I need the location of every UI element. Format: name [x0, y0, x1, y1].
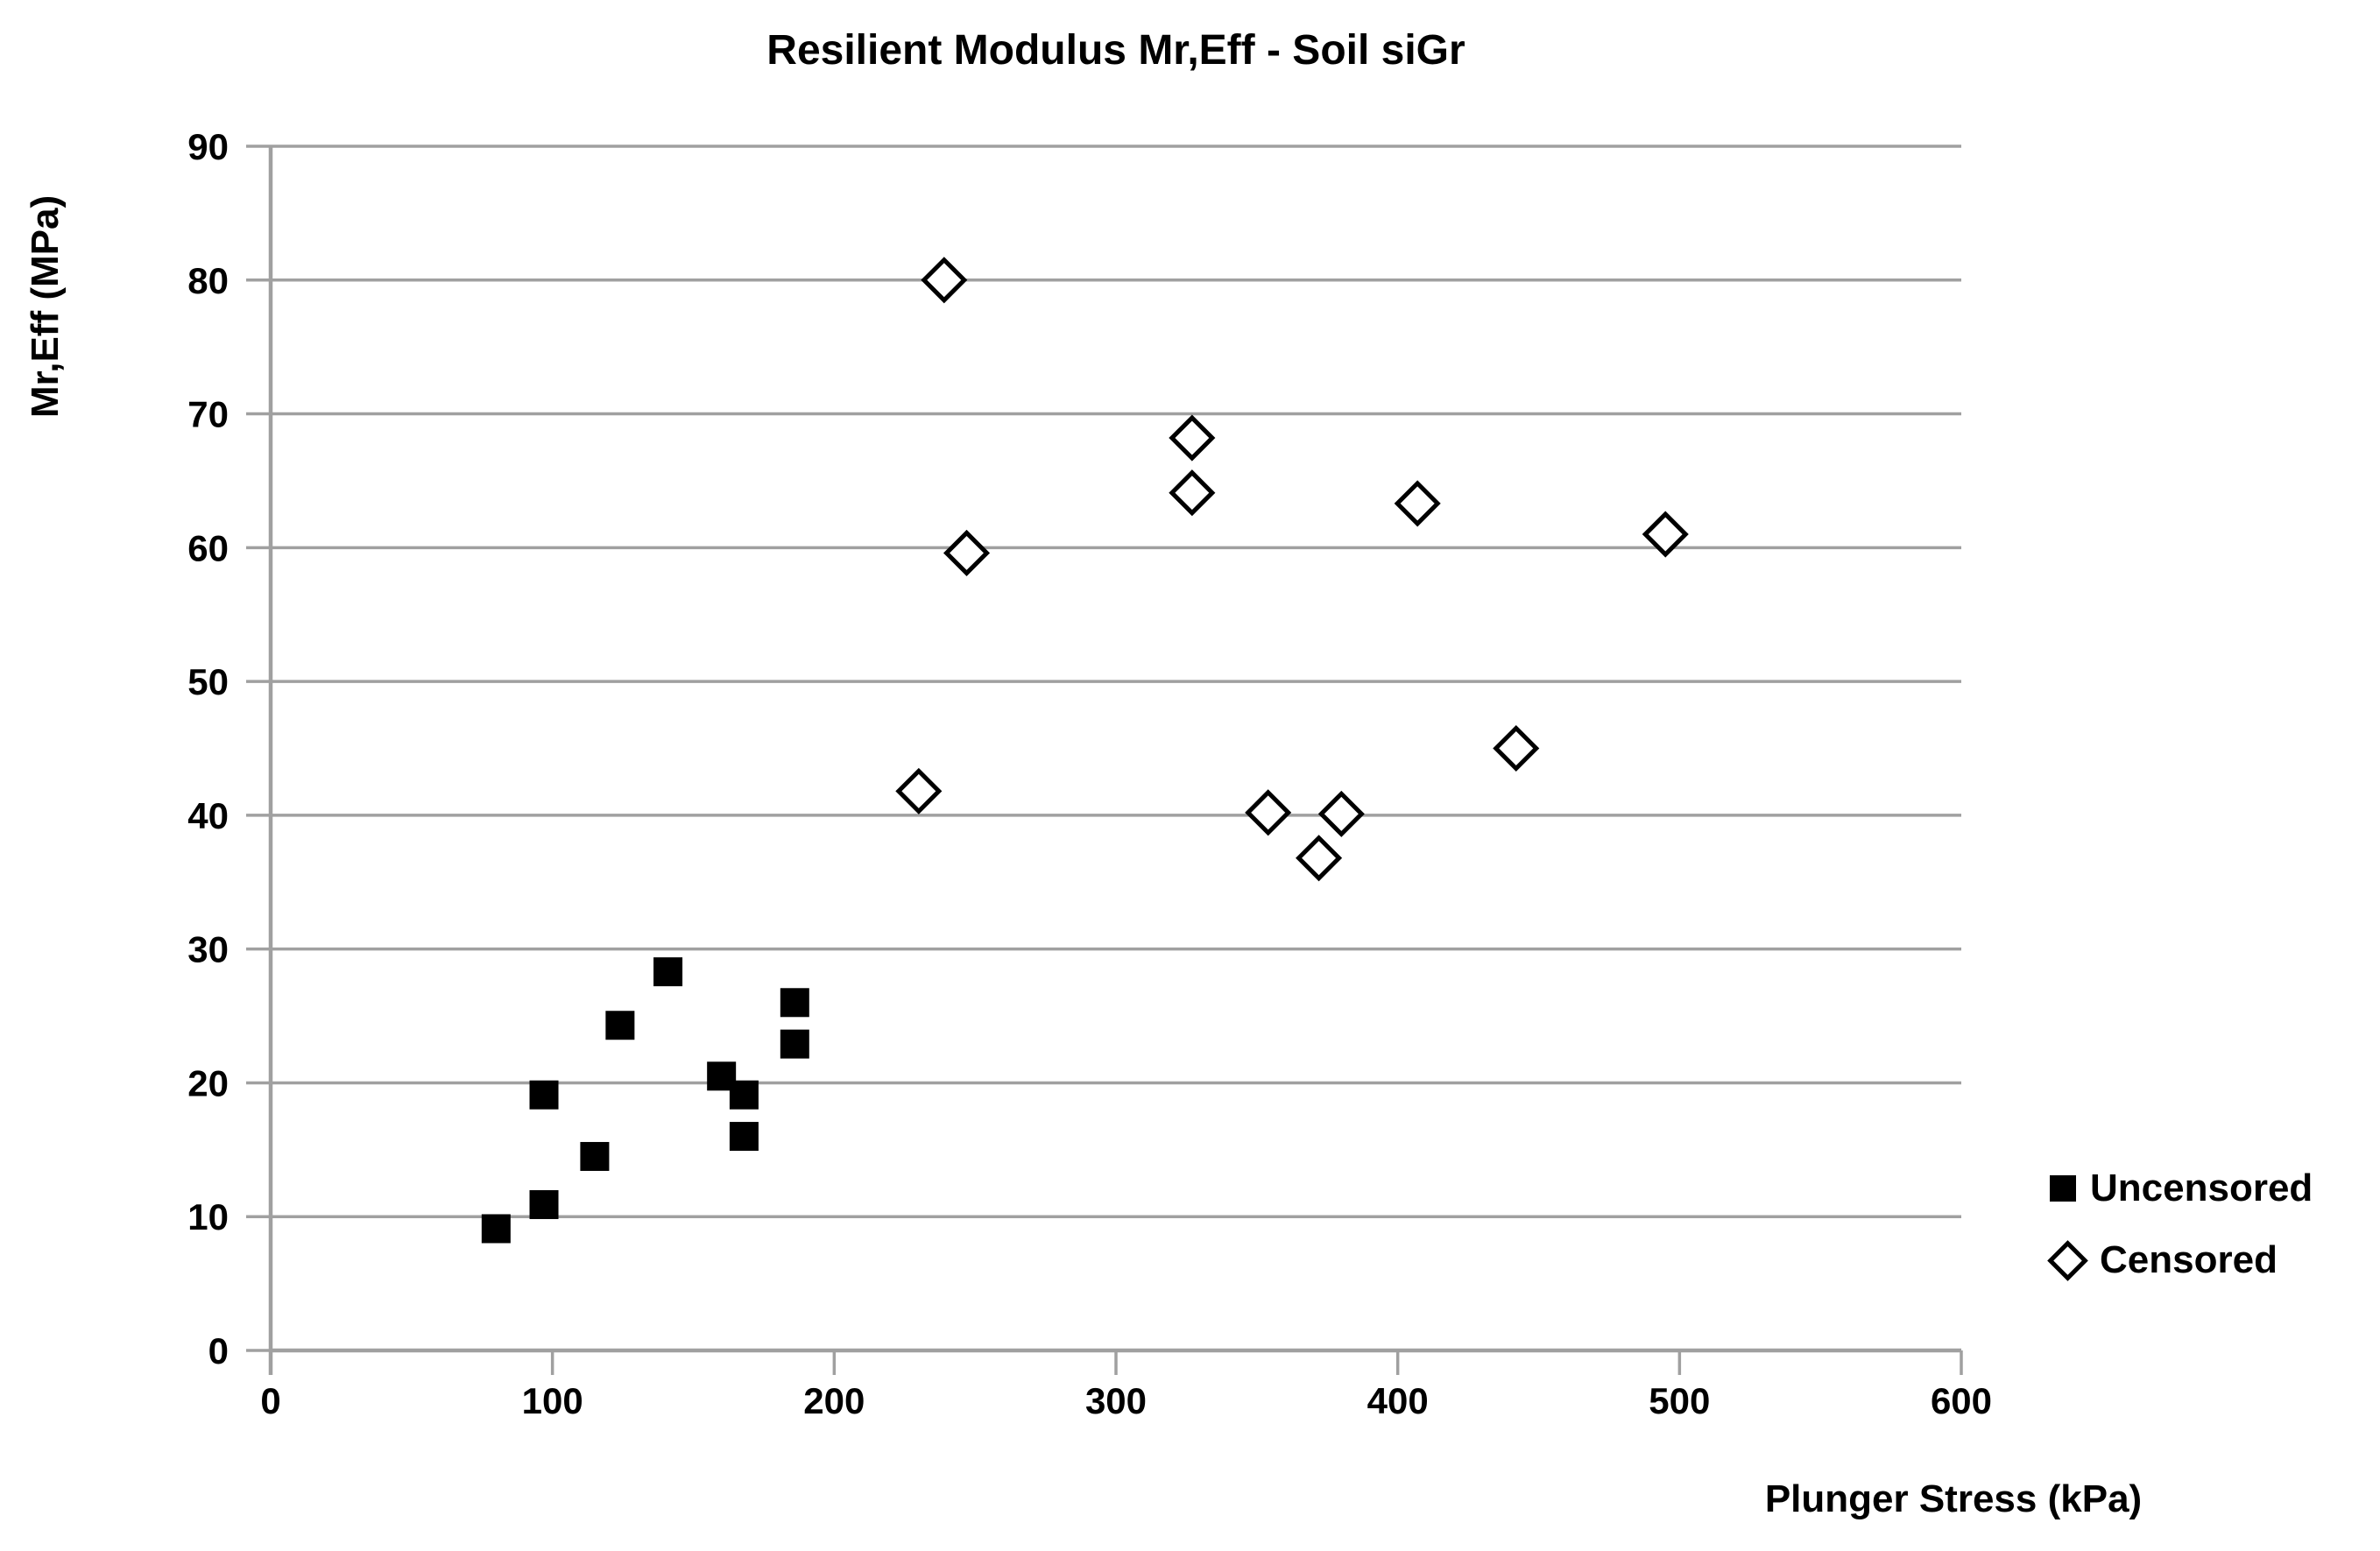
x-tick-label-500: 500 [1649, 1380, 1710, 1421]
data-point-censored [1642, 511, 1689, 558]
data-point-uncensored [580, 1141, 610, 1171]
legend-label-uncensored: Uncensored [2090, 1167, 2313, 1209]
data-point-uncensored [780, 988, 809, 1018]
y-tick-label-20: 20 [187, 1062, 229, 1103]
legend-label-censored: Censored [2100, 1238, 2278, 1281]
x-tick-label-0: 0 [260, 1380, 280, 1421]
data-point-uncensored [529, 1189, 559, 1219]
y-tick-label-90: 90 [187, 126, 229, 167]
y-tick-label-50: 50 [187, 661, 229, 702]
data-point-censored [1296, 835, 1343, 882]
legend: Uncensored Censored [2047, 1167, 2313, 1282]
data-point-uncensored [729, 1122, 759, 1152]
data-point-uncensored [481, 1214, 511, 1244]
data-point-censored [921, 257, 968, 304]
data-point-censored [1169, 469, 1216, 517]
x-axis-title: Plunger Stress (kPa) [1764, 1477, 2143, 1520]
y-tick-label-30: 30 [187, 929, 229, 970]
data-point-censored [1245, 789, 1292, 836]
data-point-censored [1169, 414, 1216, 462]
data-point-censored [1493, 724, 1540, 772]
data-point-uncensored [529, 1080, 559, 1110]
data-point-censored [895, 767, 943, 814]
data-point-uncensored [605, 1011, 635, 1040]
y-tick-label-80: 80 [187, 260, 229, 301]
filled-square-icon [2050, 1175, 2076, 1202]
data-point-censored [1317, 790, 1365, 837]
x-tick-label-400: 400 [1367, 1380, 1429, 1421]
legend-item-uncensored: Uncensored [2050, 1167, 2313, 1210]
data-point-censored [1394, 480, 1441, 527]
open-diamond-icon [2047, 1239, 2088, 1281]
data-point-censored [943, 529, 991, 576]
x-tick-label-300: 300 [1085, 1380, 1147, 1421]
y-tick-label-40: 40 [187, 795, 229, 836]
x-tick-label-100: 100 [522, 1380, 583, 1421]
x-tick-label-600: 600 [1931, 1380, 1992, 1421]
y-tick-label-10: 10 [187, 1196, 229, 1237]
y-tick-label-60: 60 [187, 527, 229, 568]
x-tick-label-200: 200 [803, 1380, 865, 1421]
data-point-uncensored [653, 957, 683, 987]
chart-title: Resilient Modulus Mr,Eff - Soil siGr [766, 27, 1465, 74]
data-point-uncensored [780, 1029, 809, 1059]
y-tick-label-0: 0 [208, 1330, 229, 1371]
y-tick-label-70: 70 [187, 394, 229, 435]
data-point-uncensored [729, 1080, 759, 1110]
legend-item-censored: Censored [2047, 1238, 2313, 1282]
